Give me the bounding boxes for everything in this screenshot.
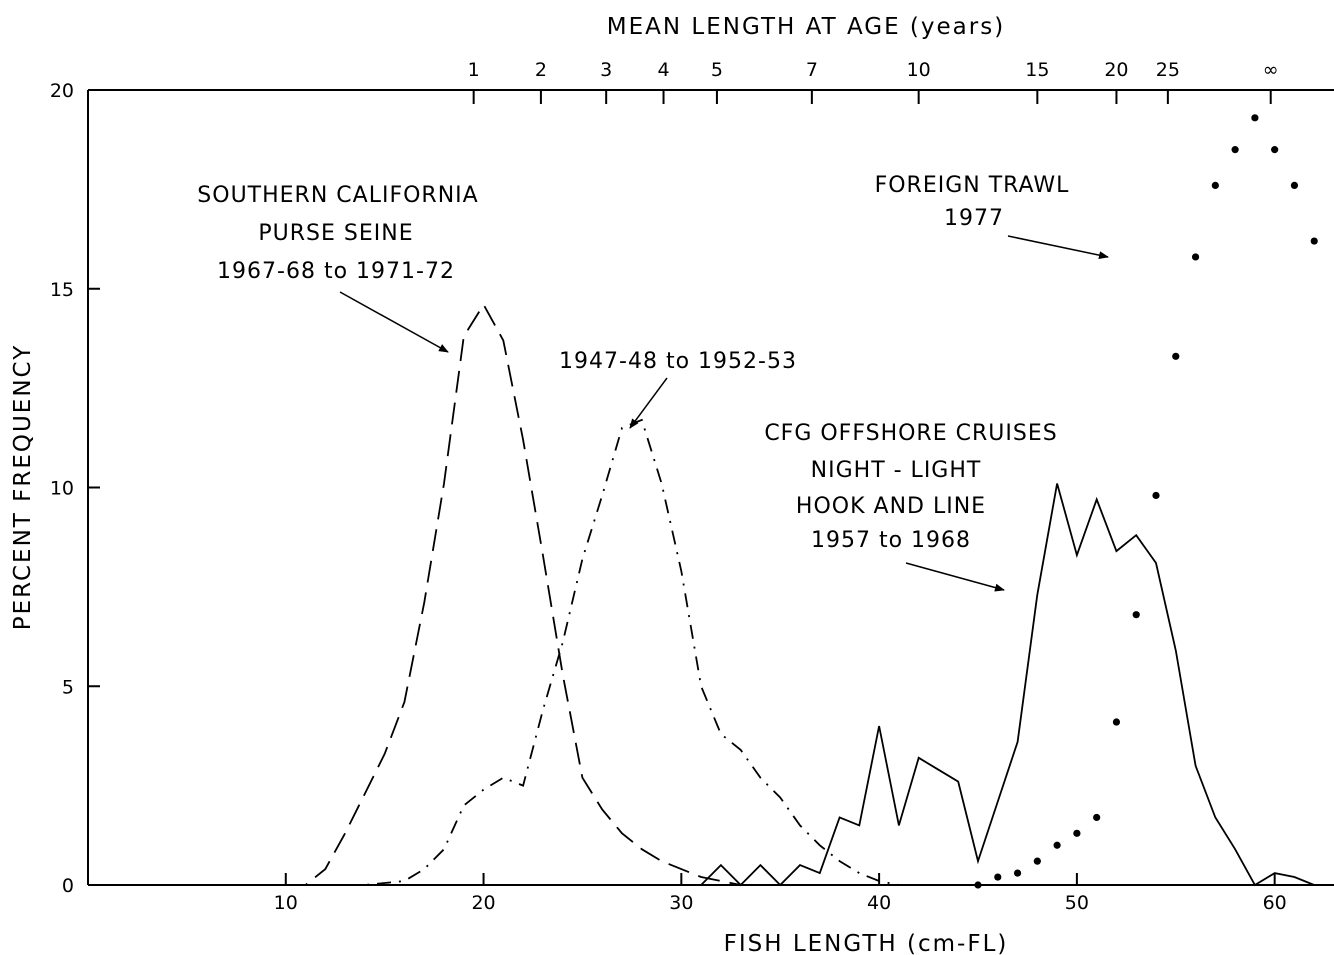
annotation-arrow [1007, 235, 1109, 260]
data-point [1112, 718, 1121, 726]
age-tick-label: ∞ [1263, 59, 1279, 81]
annotation-line: SOUTHERN CALIFORNIA [197, 183, 478, 208]
y-tick-label: 15 [50, 279, 74, 301]
annotation-arrow [629, 377, 668, 429]
series-line [345, 418, 900, 886]
age-tick-label: 25 [1156, 59, 1180, 81]
annotation-purse-seine-1947: 1947-48 to 1952-53 [559, 349, 797, 429]
series-layer [285, 114, 1318, 889]
data-point [1231, 146, 1239, 154]
x-tick-label: 40 [867, 892, 891, 914]
annotation-line: FOREIGN TRAWL [875, 173, 1070, 198]
data-point [1073, 829, 1081, 837]
annotation-cfg-offshore: CFG OFFSHORE CRUISES NIGHT - LIGHT HOOK … [764, 421, 1057, 592]
x-tick-label: 50 [1065, 892, 1089, 914]
annotation-line: 1967-68 to 1971-72 [217, 259, 455, 284]
x-tick-label: 60 [1263, 892, 1287, 914]
series-line [700, 483, 1315, 887]
annotation-purse-seine-1967: SOUTHERN CALIFORNIA PURSE SEINE 1967-68 … [197, 183, 478, 353]
y-tick-label: 5 [62, 676, 74, 698]
x-axis-ticks: 10 20 30 40 50 60 [274, 873, 1287, 914]
y-axis-ticks: 0 5 10 15 20 [50, 80, 100, 897]
data-point [1191, 253, 1200, 261]
annotation-line: CFG OFFSHORE CRUISES [764, 421, 1057, 446]
data-point [1310, 237, 1318, 245]
data-point [1152, 491, 1160, 500]
annotation-line: HOOK AND LINE [796, 494, 986, 519]
annotation-arrow [339, 291, 449, 353]
data-point [1053, 841, 1061, 849]
age-tick-label: 20 [1104, 59, 1128, 81]
age-tick-label: 1 [468, 59, 480, 81]
age-tick-label: 3 [600, 59, 612, 81]
y-tick-label: 0 [62, 875, 74, 897]
age-tick-label: 15 [1025, 59, 1049, 81]
age-axis-title: MEAN LENGTH AT AGE (years) [607, 14, 1005, 40]
age-tick-label: 7 [806, 59, 818, 81]
plot-frame [87, 89, 1334, 886]
x-tick-label: 10 [274, 892, 298, 914]
annotation-line: PURSE SEINE [258, 221, 413, 246]
age-tick-label: 10 [907, 59, 931, 81]
age-tick-label: 4 [657, 59, 669, 81]
age-axis-ticks: 1 2 3 4 5 7 10 15 20 25 ∞ [468, 59, 1279, 104]
annotation-line: 1977 [944, 206, 1004, 231]
data-point [1251, 114, 1259, 122]
data-point [1132, 611, 1140, 619]
x-tick-label: 20 [471, 892, 495, 914]
annotation-line: 1957 to 1968 [811, 528, 971, 553]
series-solid [700, 483, 1315, 887]
annotation-line: NIGHT - LIGHT [811, 458, 982, 483]
annotation-line: 1947-48 to 1952-53 [559, 349, 797, 374]
y-axis-title: PERCENT FREQUENCY [10, 344, 36, 631]
age-tick-label: 2 [535, 59, 547, 81]
data-point [1211, 181, 1219, 189]
data-point [994, 873, 1002, 881]
annotation-foreign-trawl: FOREIGN TRAWL 1977 [875, 173, 1109, 260]
series-dotted [974, 114, 1318, 889]
x-axis-title: FISH LENGTH (cm-FL) [724, 931, 1009, 955]
series-line [285, 302, 761, 886]
data-point [1290, 181, 1299, 189]
series-dash-dot [345, 418, 900, 886]
data-point [1013, 869, 1022, 877]
data-point [1271, 146, 1279, 154]
data-point [974, 881, 982, 889]
data-point [1172, 352, 1180, 360]
x-tick-label: 30 [669, 892, 693, 914]
data-point [1093, 813, 1101, 822]
series-dashed [285, 302, 761, 886]
y-tick-label: 20 [50, 80, 74, 102]
annotation-arrow [905, 562, 1005, 592]
y-tick-label: 10 [50, 478, 74, 500]
age-tick-label: 5 [711, 59, 723, 81]
data-point [1033, 857, 1041, 865]
